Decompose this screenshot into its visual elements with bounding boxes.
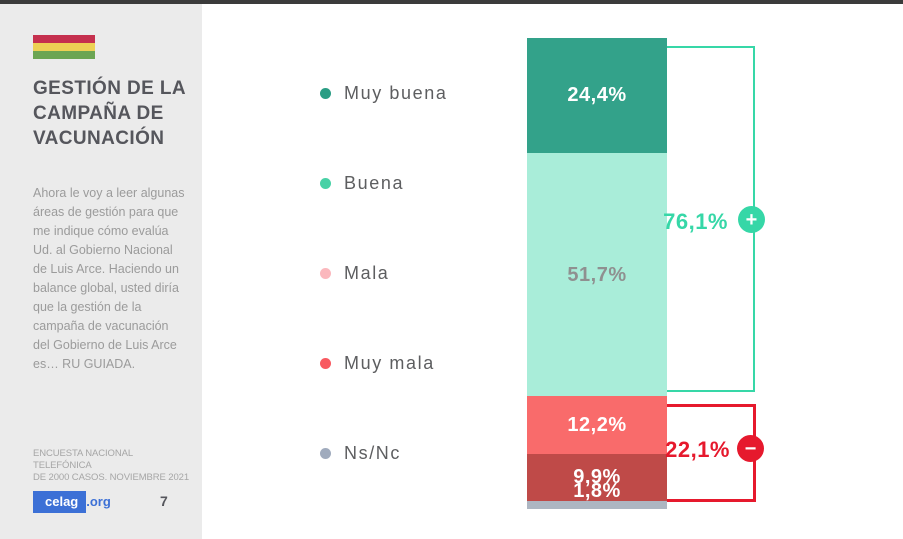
flag-stripe-red xyxy=(33,35,95,43)
bar-segment xyxy=(527,38,667,153)
bolivia-flag-icon xyxy=(33,35,95,59)
bar-segment xyxy=(527,453,667,501)
legend-item: Muy buena xyxy=(320,48,510,138)
bar-value-label: 51,7% xyxy=(567,263,627,286)
bar-segment xyxy=(527,152,667,397)
legend-dot-icon xyxy=(320,357,331,369)
bar-segment xyxy=(527,396,667,454)
celag-logo-badge[interactable]: celag xyxy=(33,490,87,513)
page-title: GESTIÓN DE LA CAMPAÑA DE VACUNACIÓN xyxy=(33,76,193,151)
legend-item: Mala xyxy=(320,228,510,318)
negative-total-label: 22,1% xyxy=(665,437,730,462)
flag-stripe-green xyxy=(33,51,95,59)
legend-label: Mala xyxy=(344,262,390,283)
legend-item: Buena xyxy=(320,138,510,228)
chart-legend: Muy buena Buena Mala Muy mala Ns/Nc xyxy=(320,48,510,498)
bar-value-label: 1,8% xyxy=(573,479,621,502)
legend-dot-icon xyxy=(320,177,331,189)
celag-logo[interactable]: celag .org xyxy=(33,490,183,513)
page-number: 7 xyxy=(160,493,168,509)
legend-label: Buena xyxy=(344,172,405,193)
legend-dot-icon xyxy=(320,447,331,459)
page-title-line: GESTIÓN DE LA xyxy=(33,78,186,99)
sidebar: GESTIÓN DE LA CAMPAÑA DE VACUNACIÓN Ahor… xyxy=(0,4,202,539)
legend-item: Muy mala xyxy=(320,318,510,408)
celag-logo-suffix[interactable]: .org xyxy=(86,494,111,509)
legend-label: Ns/Nc xyxy=(344,442,401,463)
bar-value-label: 12,2% xyxy=(567,414,627,437)
flag-stripe-yellow xyxy=(33,43,95,51)
top-accent-bar xyxy=(0,0,903,4)
source-note-line: ENCUESTA NACIONAL TELEFÓNICA xyxy=(33,448,133,471)
legend-dot-icon xyxy=(320,87,331,99)
page-title-line: VACUNACIÓN xyxy=(33,128,165,149)
survey-question-text: Ahora le voy a leer algunas áreas de ges… xyxy=(33,186,185,371)
bar-segment xyxy=(527,500,667,509)
legend-label: Muy buena xyxy=(344,82,448,103)
plus-icon: + xyxy=(738,206,765,233)
minus-icon: − xyxy=(737,435,764,462)
positive-total-label: 76,1% xyxy=(663,209,728,234)
bar-value-label: 24,4% xyxy=(567,84,627,107)
source-note-line: DE 2000 CASOS. NOVIEMBRE 2021 xyxy=(33,472,190,483)
legend-item: Ns/Nc xyxy=(320,408,510,498)
page-title-line: CAMPAÑA DE xyxy=(33,103,164,124)
bar-value-label: 9,9% xyxy=(573,466,621,489)
legend-dot-icon xyxy=(320,267,331,279)
stacked-bar: 24,4% 51,7% 12,2% 9,9% 1,8% xyxy=(527,38,667,509)
source-note: ENCUESTA NACIONAL TELEFÓNICA DE 2000 CAS… xyxy=(33,448,193,484)
legend-label: Muy mala xyxy=(344,352,435,373)
